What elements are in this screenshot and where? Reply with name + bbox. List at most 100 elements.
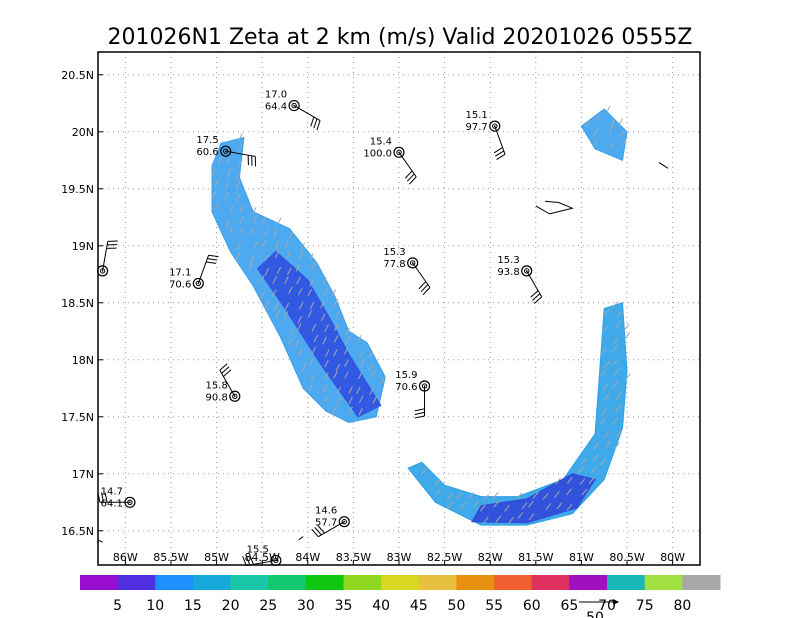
wind-barb-flag [414,408,425,412]
y-tick-label-7: 20N [72,126,94,139]
reference-vector-head [613,599,620,605]
wind-band-east [580,108,628,162]
wind-arrow [236,242,241,250]
wind-barb-staff [225,150,256,157]
wind-barb-staff [412,262,431,288]
wind-arrow [495,515,502,523]
colorbar-swatch-16 [682,575,721,590]
colorbar-swatch-10 [456,575,495,590]
coastline-3 [97,539,103,543]
wind-arrow [624,332,631,340]
wind-arrow [264,300,270,309]
station-inner-ring [409,260,416,266]
wind-arrow [615,405,622,412]
wind-arrow [224,191,230,200]
wind-arrow [372,395,378,404]
x-tick-label-5: 83.5W [336,551,371,564]
wind-barb-flag [104,492,108,503]
wind-arrow [593,442,600,450]
wind-arrow [323,288,329,296]
wind-barb-staff [494,125,506,155]
station-11: 14.657.7 [311,506,350,538]
station-4 [96,240,118,277]
wind-arrow [309,253,314,261]
x-tick-label-7: 82.5W [427,551,462,564]
wind-arrow [581,488,588,496]
wind-arrow [298,251,303,260]
wind-arrow [288,286,293,295]
wind-arrow [272,229,278,238]
wind-arrow [238,143,243,152]
station-ring [521,265,533,277]
axes: 86W 85.5W 85W 84.5W 84W 83.5W 83W 82.5W 82W 81.5W… [61,51,701,566]
wind-arrow [616,311,622,319]
colorbar-label-4: 25 [259,598,277,614]
colorbar-label-0: 5 [113,598,122,614]
station-value-top: 15.3 [497,255,519,266]
wind-arrow [309,358,314,367]
wind-arrow [260,290,266,299]
wind-barb-flag [313,118,318,129]
wind-arrow [336,386,341,395]
wind-arrow [311,347,316,355]
wind-arrow [217,156,222,164]
wind-arrow [616,392,622,400]
wind-arrow [322,384,328,393]
wind-arrow [602,383,609,391]
colorbar-label-8: 45 [410,598,428,614]
wind-arrow [545,503,552,510]
wind-barb-flag [496,153,506,160]
station-inner-ring [523,268,530,274]
wind-barb-staff [219,370,236,397]
wind-arrow [357,335,362,343]
wind-arrow [356,386,361,395]
wind-arrow [435,488,442,496]
wind-arrow [528,500,534,508]
colorbar-swatch-6 [305,575,345,590]
station-inner-ring [232,393,238,399]
wind-arrow [286,251,291,259]
wind-arrow [555,477,562,485]
wind-arrow [600,417,606,425]
station-7: 15.393.8 [497,255,543,304]
wind-barb-flag [223,369,232,377]
wind-barb-flag [219,363,228,371]
wind-arrow [274,250,280,259]
wind-arrow [297,316,302,324]
coastlines [97,162,669,543]
wind-arrow [229,205,234,214]
station-value-bottom: 64.1 [101,498,123,509]
colorbar-label-7: 40 [372,598,390,614]
wind-arrow [261,216,267,225]
wind-barb-flag [207,258,218,261]
wind-barb-flag [408,176,417,185]
station-inner-ring [291,102,297,109]
wind-arrow [594,138,599,146]
x-tick-label-9: 81.5W [518,551,553,564]
station-value-top: 14.6 [315,506,337,517]
colorbar-label-10: 55 [485,598,503,614]
wind-arrow [542,492,549,500]
wind-arrow [622,137,628,146]
wind-arrow [579,478,586,486]
x-tick-label-2: 85W [204,551,229,564]
wind-barb-flag [495,150,505,157]
station-value-bottom: 77.8 [383,259,405,270]
station-value-bottom: 57.7 [315,518,337,529]
wind-barb-flag [422,287,431,296]
wind-arrow [446,493,453,500]
x-tick-label-8: 82W [478,551,503,564]
station-ring [229,390,241,402]
wind-arrow [286,267,292,276]
wind-arrow [311,262,316,271]
wind-arrow [420,468,427,476]
colorbar-swatch-0 [80,575,119,590]
y-tick-label-5: 19N [72,240,94,253]
wind-arrow [297,349,303,357]
wind-barb-staff [197,255,210,284]
y-tick-label-3: 18N [72,354,94,367]
wind-arrow [264,253,269,262]
wind-barb-flag [314,527,322,536]
wind-arrow [333,323,339,332]
